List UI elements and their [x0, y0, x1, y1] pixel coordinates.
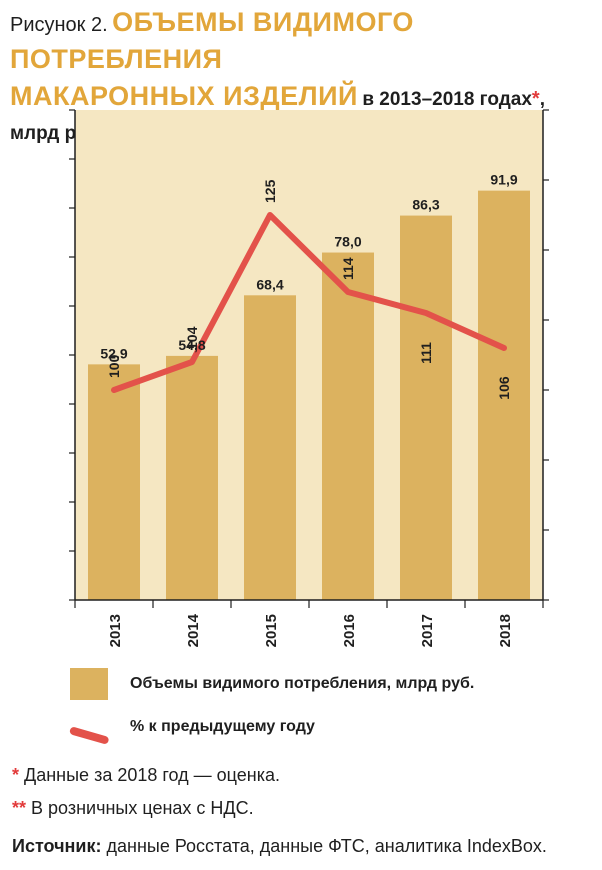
footnote-1-text: Данные за 2018 год — оценка.	[24, 765, 281, 785]
source-line: Источник: данные Росстата, данные ФТС, а…	[12, 836, 547, 857]
line-value-label-2013: 100	[106, 354, 122, 378]
x-tick-label-2018: 2018	[497, 614, 514, 647]
footnote-2-text: В розничных ценах с НДС.	[31, 798, 254, 818]
bar-2013	[88, 364, 140, 600]
bar-2014	[166, 355, 218, 600]
title-accent-line2: МАКАРОННЫХ ИЗДЕЛИЙ	[10, 81, 358, 111]
bar-value-label-2016: 78,0	[334, 234, 361, 250]
title-prefix: Рисунок 2.	[10, 14, 108, 36]
title-comma: ,	[539, 89, 545, 110]
title-star-1: *	[531, 88, 540, 110]
line-series-growth	[111, 212, 507, 393]
line-value-label-2018: 106	[496, 376, 512, 400]
bar-value-label-2017: 86,3	[412, 197, 439, 213]
legend-bar-label: Объемы видимого потребления, млрд руб.	[130, 675, 475, 692]
source-text: данные Росстата, данные ФТС, аналитика I…	[106, 836, 547, 856]
legend-line-label: % к предыдущему году	[130, 718, 315, 735]
footnote-2: ** В розничных ценах с НДС.	[12, 798, 254, 819]
title-accent-line1: ОБЪЕМЫ ВИДИМОГО ПОТРЕБЛЕНИЯ	[10, 7, 414, 74]
title-years: в 2013–2018 годах	[362, 89, 532, 110]
line-value-label-2016: 114	[340, 257, 356, 280]
footnote-1: * Данные за 2018 год — оценка.	[12, 765, 280, 786]
line-value-label-2015: 125	[262, 179, 278, 203]
x-tick-label-2015: 2015	[263, 614, 280, 647]
bar-value-label-2013: 52,9	[100, 345, 127, 361]
footnote-2-star: **	[12, 798, 27, 818]
bar-2016	[322, 252, 374, 600]
bar-value-label-2014: 54,8	[178, 337, 205, 353]
x-tick-label-2014: 2014	[185, 613, 202, 647]
chart-svg: 2013 2014 2015 2016 2017 2018 52,9 54,8 68,4 78,0…	[69, 109, 549, 647]
legend-item-line: % к предыдущему году	[70, 718, 315, 736]
footnote-1-star: *	[12, 765, 20, 785]
legend-bar-swatch	[70, 668, 108, 700]
x-tick-label-2016: 2016	[341, 614, 358, 647]
x-tick-label-2013: 2013	[107, 614, 124, 647]
bar-2017	[400, 215, 452, 600]
bar-2015	[244, 295, 296, 600]
bar-2018	[478, 190, 530, 601]
x-tick-label-2017: 2017	[419, 614, 436, 647]
line-value-label-2017: 111	[418, 342, 434, 364]
bar-value-label-2015: 68,4	[256, 276, 283, 292]
bar-value-label-2018: 91,9	[490, 172, 517, 188]
plot-background	[75, 110, 543, 600]
legend-item-bar: Объемы видимого потребления, млрд руб.	[70, 668, 474, 700]
line-value-label-2014: 104	[184, 326, 200, 350]
legend-line-swatch	[70, 722, 108, 732]
source-label: Источник:	[12, 836, 102, 856]
